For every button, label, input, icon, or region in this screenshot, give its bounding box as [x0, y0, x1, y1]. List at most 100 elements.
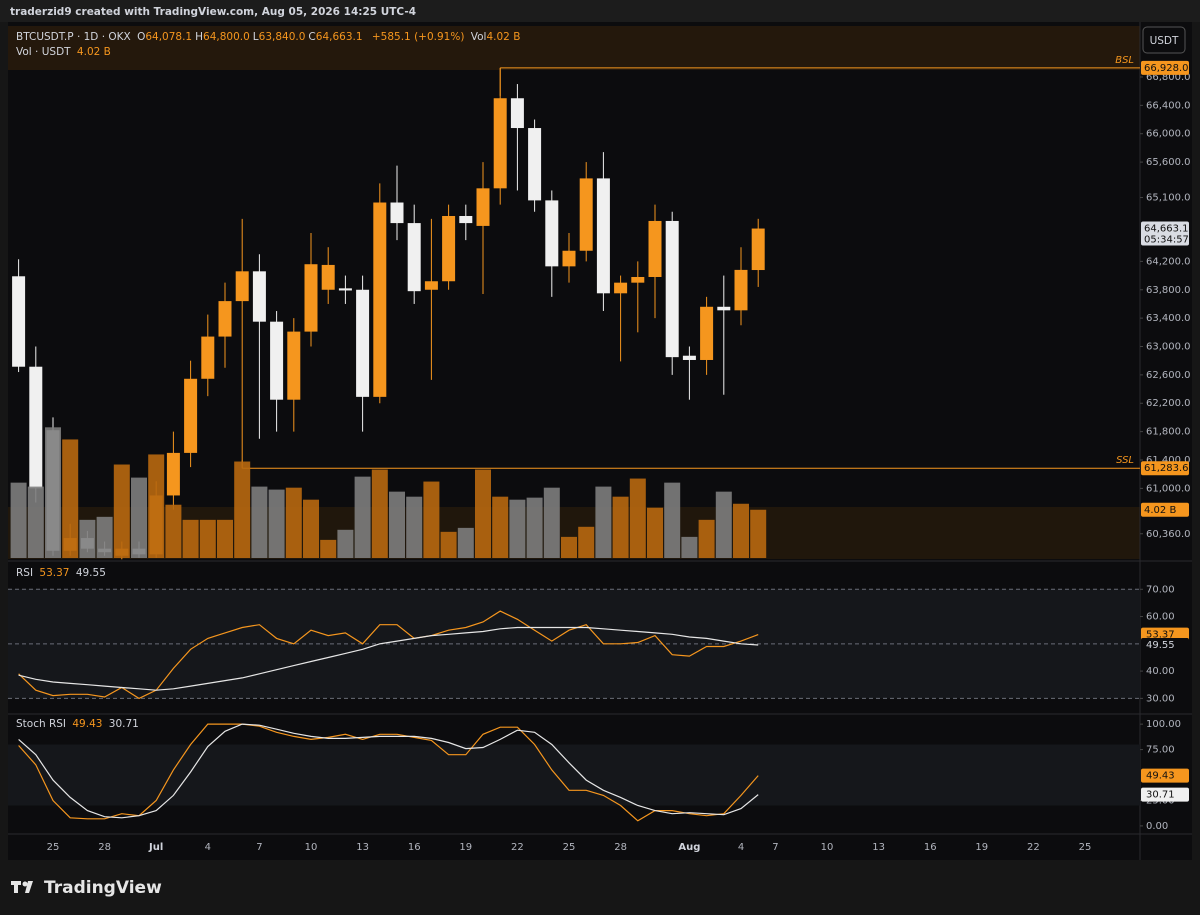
- volume-bar: [371, 469, 388, 558]
- price-tag: 64,663.1: [1144, 224, 1189, 235]
- y-tick-label: 65,600.0: [1146, 157, 1191, 168]
- volume-bar: [354, 476, 371, 558]
- x-tick-label: 16: [408, 842, 421, 853]
- volume-bar: [251, 486, 268, 558]
- value-tag-box: [1141, 768, 1189, 783]
- candle-body: [614, 282, 628, 294]
- y-tick-label: 0.00: [1146, 821, 1168, 832]
- volume-bar: [79, 519, 96, 558]
- candle-body: [545, 200, 559, 267]
- candle-body: [407, 223, 421, 292]
- volume-bar: [337, 529, 354, 558]
- volume-bar: [457, 527, 474, 558]
- candle-body: [734, 269, 748, 311]
- x-tick-label: 13: [872, 842, 885, 853]
- series-line: [18, 723, 759, 819]
- candle-body: [665, 220, 679, 358]
- price-tag-box: [1141, 221, 1189, 246]
- candle-body: [338, 288, 352, 291]
- ohlc-value: 64,663.1: [315, 31, 363, 43]
- volume-bar: [647, 507, 663, 558]
- ohlc-value: 64,800.0: [203, 31, 250, 43]
- candle-body: [424, 281, 438, 290]
- x-tick-label: 4: [738, 842, 744, 853]
- volume-bar: [131, 477, 147, 558]
- volume-bar: [285, 487, 302, 558]
- volume-bar: [733, 503, 749, 558]
- candle-body: [717, 306, 731, 311]
- x-tick-label: 25: [1079, 842, 1092, 853]
- candle-body: [579, 178, 593, 251]
- logo-stem: [14, 881, 18, 893]
- x-tick-label: 25: [47, 842, 60, 853]
- candle-body: [356, 289, 370, 397]
- x-tick-label: 7: [772, 842, 778, 853]
- rsi-value: 53.37: [39, 567, 70, 579]
- volume-bar: [698, 519, 715, 558]
- y-tick-label: 66,000.0: [1146, 129, 1191, 140]
- volume-bar: [543, 487, 560, 558]
- currency-button[interactable]: [1142, 26, 1186, 54]
- y-tick-label: 30.00: [1146, 693, 1175, 704]
- volume-bar: [389, 491, 405, 558]
- candle-body: [304, 264, 318, 332]
- rsi-ma-value: 49.55: [75, 567, 106, 579]
- x-tick-label: Aug: [678, 842, 700, 853]
- candle-body: [648, 220, 662, 277]
- credit: traderzid9 created with TradingView.com,…: [10, 6, 416, 18]
- volume-bar: [612, 496, 629, 558]
- currency[interactable]: USDT: [1150, 35, 1179, 47]
- x-tick-label: 13: [356, 842, 369, 853]
- volume-bar: [492, 496, 509, 558]
- change: +585.1 (+0.91%): [371, 31, 465, 43]
- logo-slash: [25, 881, 33, 893]
- volume-bar: [45, 427, 61, 558]
- credit-bar: [0, 0, 1200, 22]
- volume-bar: [10, 482, 27, 558]
- volume-bar: [578, 526, 595, 558]
- x-tick-label: 25: [563, 842, 576, 853]
- rsi-title: RSI: [16, 567, 34, 579]
- stoch-k-value: 49.43: [72, 718, 103, 730]
- series-line: [18, 626, 759, 691]
- volume-bar: [234, 461, 251, 558]
- symbol-legend: BTCUSDT.P · 1D · OKX O64,078.1 H64,800.0 L…: [16, 31, 523, 43]
- y-tick-label: 61,800.0: [1146, 427, 1191, 438]
- candle-body: [493, 98, 507, 189]
- volume-bar: [303, 499, 319, 558]
- volume-bar: [268, 489, 285, 558]
- x-tick-label: 7: [256, 842, 262, 853]
- vol-key: Vol: [470, 31, 487, 43]
- candle-body: [442, 215, 456, 282]
- y-tick-label: 63,000.0: [1146, 342, 1191, 353]
- volume-bar: [475, 469, 491, 558]
- y-tick-label: 65,100.0: [1146, 193, 1191, 204]
- chart-bg: [8, 22, 1192, 860]
- stoch-d-value: 30.71: [108, 718, 139, 730]
- y-tick-label: 75.00: [1146, 745, 1175, 756]
- candle-body: [235, 271, 249, 302]
- volume-bar: [320, 539, 337, 558]
- candle-body: [321, 264, 335, 290]
- y-tick-label: 66,400.0: [1146, 100, 1191, 111]
- value-tag-box: [1141, 787, 1189, 802]
- y-tick-label: 60.00: [1146, 612, 1175, 623]
- y-tick-label: 64,200.0: [1146, 256, 1191, 267]
- stoch-legend: Stoch RSI 49.43 30.71: [16, 718, 142, 730]
- volume-bar: [629, 478, 646, 558]
- plot: 66,800.0 66,400.0 66,000.0 65,600.0 65,100.0…: [8, 55, 1191, 853]
- candle-body: [562, 250, 576, 267]
- ohlc-value: 63,840.0: [258, 31, 306, 43]
- volume-legend: Vol · USDT 4.02 B: [16, 46, 114, 58]
- series-line: [18, 723, 759, 822]
- y-tick-label: 61,400.0: [1146, 455, 1191, 466]
- volume-bar: [199, 519, 216, 558]
- x-tick-label: 16: [924, 842, 937, 853]
- logo-dot: [22, 881, 28, 887]
- x-tick-label: 19: [459, 842, 472, 853]
- level-label-box: [1141, 461, 1189, 476]
- vol-title: Vol · USDT: [16, 46, 71, 58]
- candle-body: [270, 321, 284, 400]
